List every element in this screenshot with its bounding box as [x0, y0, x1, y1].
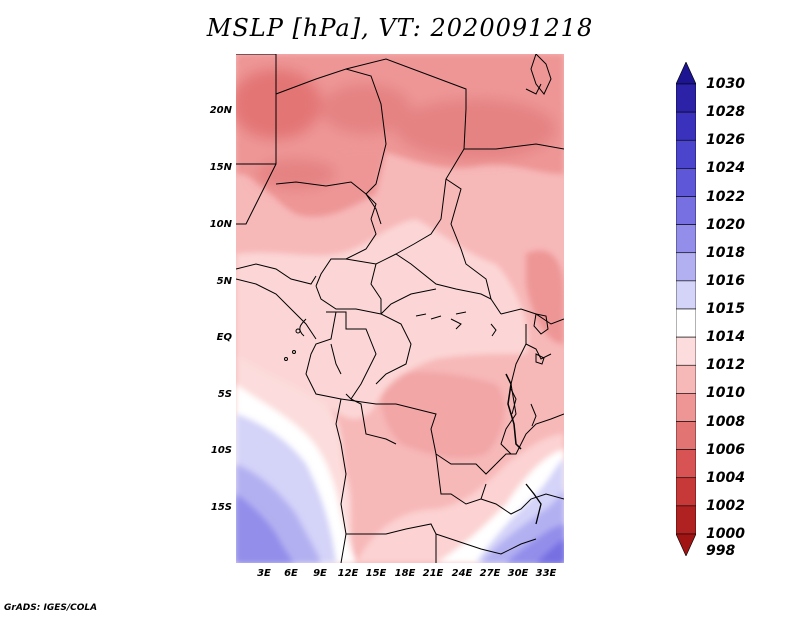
field-1006	[236, 69, 556, 189]
lon-label-30e: 30E	[507, 568, 529, 579]
lon-label-27e: 27E	[479, 568, 501, 579]
lat-label-10n: 10N	[209, 219, 232, 230]
colorbar-label: 1016	[706, 272, 745, 289]
colorbar-segment	[675, 83, 697, 113]
colorbar-segment	[675, 168, 697, 197]
lon-label-24e: 24E	[451, 568, 473, 579]
lat-label-5s: 5S	[217, 389, 232, 400]
colorbar-segment	[675, 280, 697, 310]
lon-label-15e: 15E	[365, 568, 387, 579]
lat-label-10s: 10S	[210, 445, 232, 456]
colorbar-label: 998	[706, 543, 736, 559]
colorbar-segment	[675, 336, 697, 366]
pressure-map	[236, 54, 564, 563]
colorbar-label: 1008	[706, 413, 745, 430]
colorbar-segment-bottom	[675, 533, 697, 557]
lat-label-20n: 20N	[209, 105, 232, 116]
colorbar	[675, 61, 697, 557]
lat-label-5n: 5N	[216, 276, 232, 287]
colorbar-label: 1004	[706, 469, 745, 486]
colorbar-label: 1014	[706, 329, 745, 346]
colorbar-segment	[675, 196, 697, 225]
colorbar-label: 1012	[706, 357, 745, 374]
colorbar-segment	[675, 505, 697, 535]
lat-label-eq: EQ	[216, 332, 232, 343]
colorbar-label: 1018	[706, 244, 745, 261]
colorbar-label: 1002	[706, 497, 745, 514]
footer-credit: GrADS: IGES/COLA	[4, 603, 98, 613]
lat-label-15s: 15S	[210, 502, 232, 513]
colorbar-segment	[675, 224, 697, 254]
lon-label-33e: 33E	[535, 568, 557, 579]
country-borders	[236, 54, 564, 563]
field-1020	[536, 539, 564, 563]
colorbar-svg	[675, 61, 697, 557]
colorbar-segment	[675, 393, 697, 422]
colorbar-segment	[675, 111, 697, 141]
colorbar-segment	[675, 477, 697, 507]
lon-label-3e: 3E	[257, 568, 271, 579]
colorbar-label: 1020	[706, 216, 745, 233]
colorbar-segment	[675, 139, 697, 169]
map-title: MSLP [hPa], VT: 2020091218	[206, 14, 594, 42]
colorbar-label: 1006	[706, 441, 745, 458]
colorbar-segment	[675, 421, 697, 450]
colorbar-segment	[675, 364, 697, 394]
lon-label-9e: 9E	[313, 568, 327, 579]
colorbar-label: 1030	[706, 76, 745, 92]
colorbar-segment	[675, 308, 697, 338]
lon-label-18e: 18E	[394, 568, 416, 579]
colorbar-label: 1022	[706, 188, 745, 205]
lon-label-6e: 6E	[284, 568, 298, 579]
colorbar-segment-top	[675, 61, 697, 85]
colorbar-label: 1010	[706, 385, 745, 402]
colorbar-label: 1026	[706, 132, 745, 149]
colorbar-label: 1028	[706, 104, 745, 121]
colorbar-label: 1000	[706, 526, 745, 542]
pressure-field-svg	[236, 54, 564, 563]
lon-label-21e: 21E	[422, 568, 444, 579]
colorbar-segment	[675, 252, 697, 282]
colorbar-segment	[675, 449, 697, 479]
colorbar-label: 1015	[706, 301, 745, 317]
colorbar-label: 1024	[706, 160, 745, 177]
lon-label-12e: 12E	[337, 568, 359, 579]
lat-label-15n: 15N	[209, 162, 232, 173]
